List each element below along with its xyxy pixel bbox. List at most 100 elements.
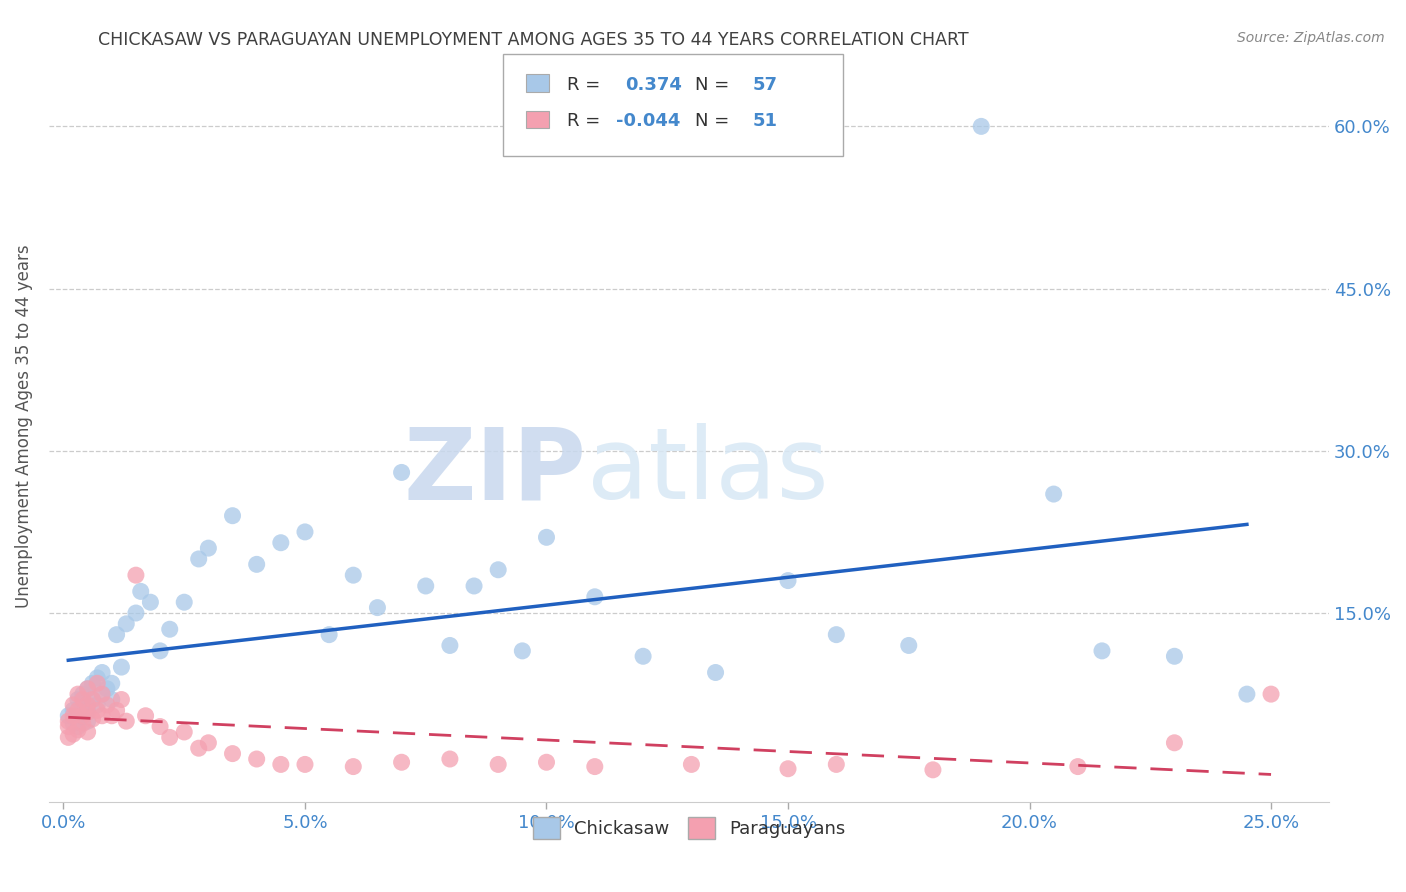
Text: N =: N =: [696, 112, 730, 129]
Point: [486, 563, 509, 577]
Point: [96, 698, 118, 712]
Point: [66, 723, 89, 737]
Text: CHICKASAW VS PARAGUAYAN UNEMPLOYMENT AMONG AGES 35 TO 44 YEARS CORRELATION CHART: CHICKASAW VS PARAGUAYAN UNEMPLOYMENT AMO…: [98, 31, 969, 49]
Point: [62, 698, 84, 712]
Point: [221, 508, 243, 523]
Point: [62, 703, 84, 717]
Point: [62, 727, 84, 741]
Legend: Chickasaw, Paraguayans: Chickasaw, Paraguayans: [526, 809, 852, 846]
Point: [1042, 487, 1064, 501]
Point: [342, 568, 364, 582]
Point: [62, 708, 84, 723]
Point: [115, 616, 138, 631]
Point: [110, 692, 132, 706]
Point: [776, 574, 799, 588]
Point: [246, 752, 269, 766]
Point: [91, 665, 114, 680]
Point: [246, 558, 269, 572]
Text: ZIP: ZIP: [404, 423, 586, 520]
Point: [76, 681, 98, 696]
Point: [82, 676, 104, 690]
Text: R =: R =: [568, 76, 600, 94]
Point: [76, 681, 98, 696]
Point: [1236, 687, 1258, 701]
Text: 0.374: 0.374: [626, 76, 682, 94]
Point: [391, 466, 413, 480]
Point: [76, 725, 98, 739]
Point: [159, 731, 181, 745]
Point: [187, 552, 209, 566]
Point: [342, 759, 364, 773]
Point: [1067, 759, 1090, 773]
Point: [76, 706, 98, 720]
Point: [76, 698, 98, 712]
Point: [536, 530, 558, 544]
Point: [583, 759, 606, 773]
Point: [66, 692, 89, 706]
Point: [294, 757, 316, 772]
Text: 57: 57: [754, 76, 778, 94]
Point: [270, 757, 292, 772]
Point: [197, 736, 219, 750]
Point: [1091, 644, 1114, 658]
Point: [86, 698, 108, 712]
Point: [366, 600, 388, 615]
Point: [62, 716, 84, 731]
Point: [776, 762, 799, 776]
Point: [1260, 687, 1282, 701]
Point: [391, 756, 413, 770]
Text: 51: 51: [754, 112, 778, 129]
Point: [82, 692, 104, 706]
Point: [91, 687, 114, 701]
Point: [294, 524, 316, 539]
Point: [149, 644, 172, 658]
Point: [96, 681, 118, 696]
Point: [1163, 736, 1185, 750]
Point: [536, 756, 558, 770]
Point: [704, 665, 727, 680]
Point: [72, 698, 94, 712]
Point: [197, 541, 219, 556]
Text: -0.044: -0.044: [616, 112, 681, 129]
Point: [66, 703, 89, 717]
Point: [681, 757, 703, 772]
Point: [72, 687, 94, 701]
Point: [270, 535, 292, 549]
Point: [76, 703, 98, 717]
Point: [139, 595, 162, 609]
Point: [100, 676, 122, 690]
Point: [415, 579, 437, 593]
Point: [135, 708, 157, 723]
Point: [486, 757, 509, 772]
Point: [100, 708, 122, 723]
Point: [66, 720, 89, 734]
Point: [129, 584, 152, 599]
Point: [922, 763, 945, 777]
Point: [105, 627, 128, 641]
Point: [91, 708, 114, 723]
Point: [463, 579, 485, 593]
FancyBboxPatch shape: [526, 111, 550, 128]
Point: [91, 687, 114, 701]
Y-axis label: Unemployment Among Ages 35 to 44 years: Unemployment Among Ages 35 to 44 years: [15, 244, 32, 608]
Point: [221, 747, 243, 761]
Point: [100, 692, 122, 706]
Point: [76, 714, 98, 728]
Point: [1163, 649, 1185, 664]
Point: [583, 590, 606, 604]
Point: [72, 708, 94, 723]
Point: [173, 725, 195, 739]
Point: [58, 708, 80, 723]
Point: [825, 757, 848, 772]
Point: [58, 731, 80, 745]
Point: [825, 627, 848, 641]
Point: [82, 692, 104, 706]
Text: Source: ZipAtlas.com: Source: ZipAtlas.com: [1237, 31, 1385, 45]
Text: R =: R =: [568, 112, 600, 129]
Point: [970, 120, 993, 134]
Point: [110, 660, 132, 674]
Point: [897, 639, 920, 653]
Point: [149, 720, 172, 734]
Point: [439, 752, 461, 766]
Point: [159, 622, 181, 636]
